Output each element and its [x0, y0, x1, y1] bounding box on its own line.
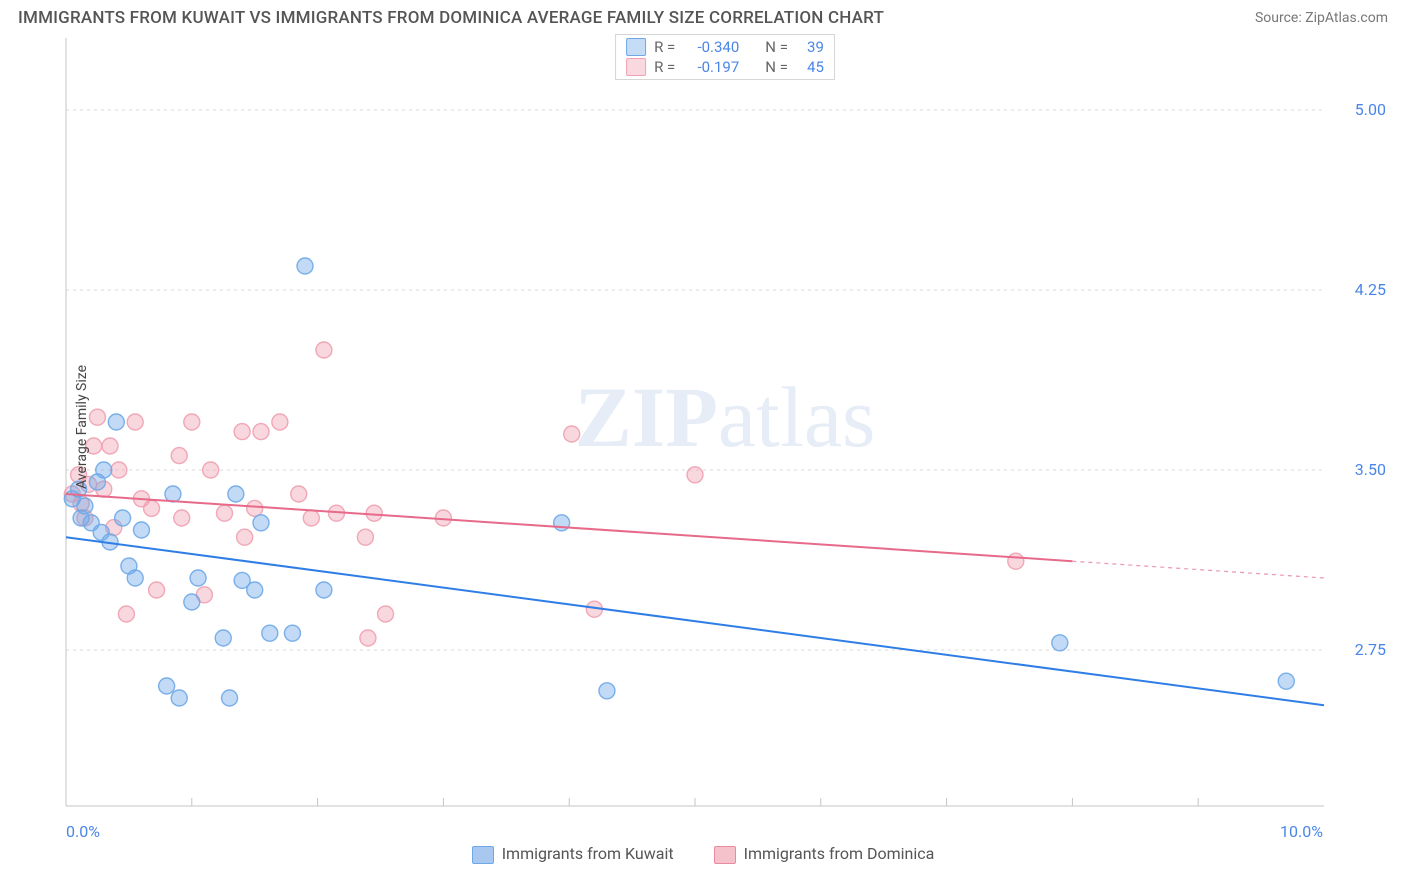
legend-row: R = -0.340 N = 39 — [616, 37, 834, 57]
legend-label: Immigrants from Dominica — [744, 844, 935, 863]
n-label: N = — [765, 58, 788, 76]
source-label: Source: ZipAtlas.com — [1255, 10, 1388, 26]
n-label: N = — [765, 38, 788, 56]
r-value: -0.197 — [683, 58, 739, 76]
y-axis-label: Average Family Size — [74, 365, 90, 489]
chart-title: IMMIGRANTS FROM KUWAIT VS IMMIGRANTS FRO… — [18, 8, 884, 28]
y-tick-label: 4.25 — [1355, 280, 1386, 299]
y-tick-label: 2.75 — [1355, 640, 1386, 659]
legend-swatch — [472, 846, 494, 864]
legend-item: Immigrants from Dominica — [714, 844, 935, 864]
x-tick-labels: 0.0% 10.0% — [62, 822, 1384, 846]
legend-row: R = -0.197 N = 45 — [616, 57, 834, 77]
legend-swatch — [714, 846, 736, 864]
r-value: -0.340 — [683, 38, 739, 56]
y-tick-labels: 2.75 3.50 4.25 5.00 — [1328, 32, 1388, 822]
legend-label: Immigrants from Kuwait — [502, 844, 674, 863]
series-legend: Immigrants from Kuwait Immigrants from Do… — [8, 844, 1398, 864]
n-value: 39 — [796, 38, 824, 56]
legend-swatch — [626, 58, 646, 76]
x-tick-label: 0.0% — [66, 822, 100, 841]
x-tick-label: 10.0% — [1280, 822, 1323, 841]
plot-area: Average Family Size ZIPatlas R =-0.340N … — [62, 32, 1388, 822]
y-tick-label: 3.50 — [1355, 460, 1386, 479]
n-value: 45 — [796, 58, 824, 76]
scatter-plot-svg — [62, 32, 1384, 822]
r-label: R = — [654, 58, 675, 76]
chart-header: IMMIGRANTS FROM KUWAIT VS IMMIGRANTS FRO… — [8, 8, 1398, 32]
r-label: R = — [654, 38, 675, 56]
y-tick-label: 5.00 — [1355, 100, 1386, 119]
legend-swatch — [626, 38, 646, 56]
legend-item: Immigrants from Kuwait — [472, 844, 674, 864]
correlation-legend: R = -0.340 N = 39 R = -0.197 N = 45 — [615, 34, 835, 80]
